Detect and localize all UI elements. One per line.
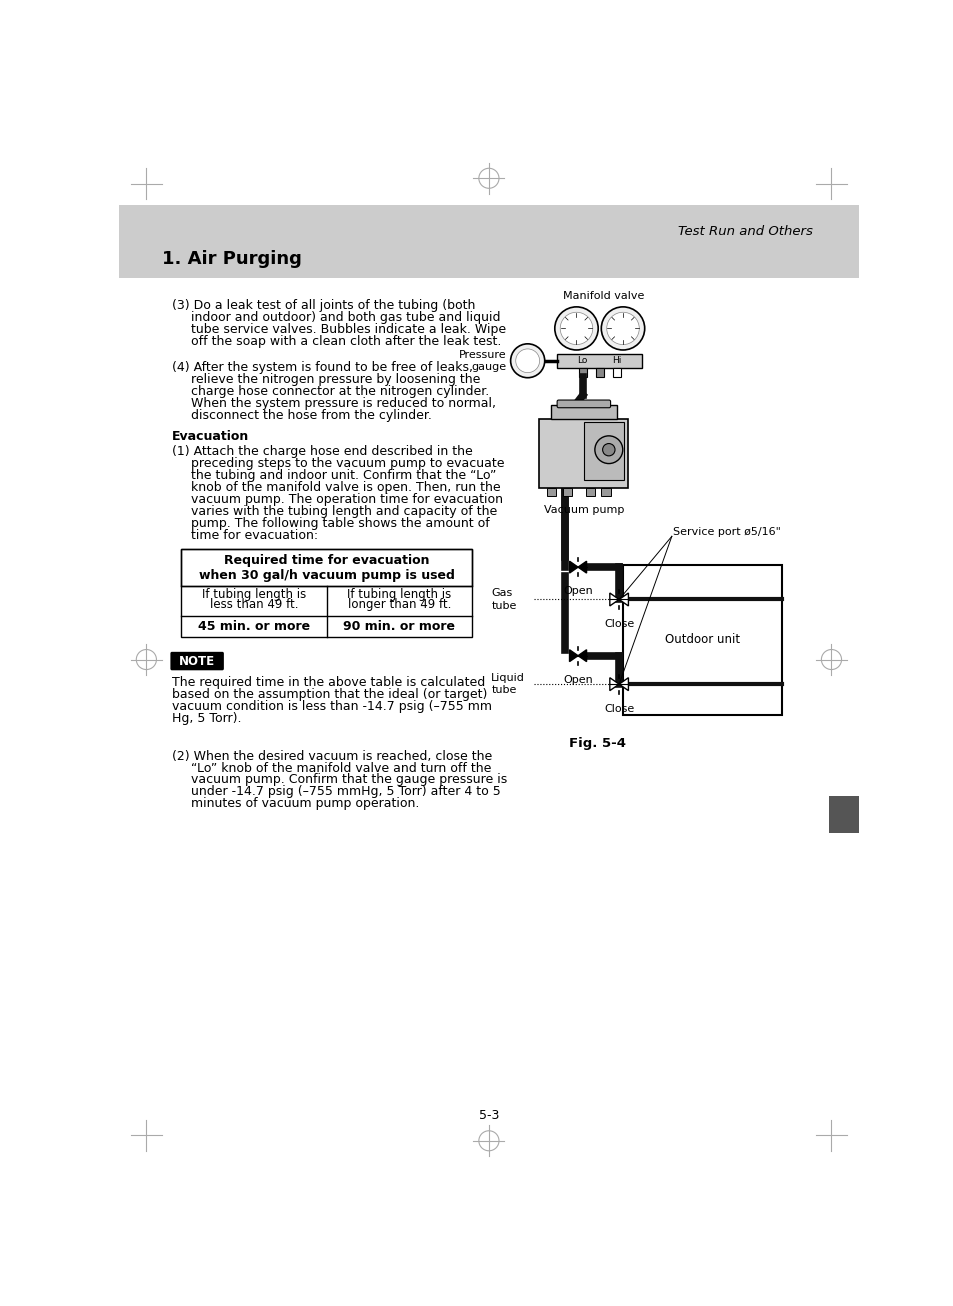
Text: varies with the tubing length and capacity of the: varies with the tubing length and capaci… [191,505,497,518]
Bar [119,205,858,278]
Text: If tubing length is: If tubing length is [347,588,451,601]
Circle shape [602,444,615,456]
Text: tube: tube [491,601,517,611]
Text: tube: tube [491,686,517,695]
Text: 45 min. or more: 45 min. or more [197,620,310,633]
Text: off the soap with a clean cloth after the leak test.: off the soap with a clean cloth after th… [191,334,500,347]
Bar [557,354,641,368]
Text: Open: Open [562,586,593,597]
Bar [578,368,586,377]
Bar [583,422,623,481]
Text: Outdoor unit: Outdoor unit [664,633,740,646]
Text: (4) After the system is found to be free of leaks,: (4) After the system is found to be free… [172,360,473,374]
Text: pump. The following table shows the amount of: pump. The following table shows the amou… [191,517,489,530]
Text: knob of the manifold valve is open. Then, run the: knob of the manifold valve is open. Then… [191,482,499,494]
Bar [181,550,472,586]
Circle shape [600,307,644,350]
Bar [181,550,472,637]
Bar [585,488,595,495]
Text: (1) Attach the charge hose end described in the: (1) Attach the charge hose end described… [172,445,472,458]
Text: Required time for evacuation: Required time for evacuation [224,554,429,567]
Text: vacuum pump. Confirm that the gauge pressure is: vacuum pump. Confirm that the gauge pres… [191,773,506,786]
Text: charge hose connector at the nitrogen cylinder.: charge hose connector at the nitrogen cy… [191,385,488,397]
Text: Hg, 5 Torr).: Hg, 5 Torr). [172,712,241,725]
FancyBboxPatch shape [557,400,610,407]
Text: gauge: gauge [471,362,506,372]
Bar [622,564,781,714]
Polygon shape [618,593,628,606]
Text: Liquid: Liquid [491,673,524,683]
FancyBboxPatch shape [171,652,224,670]
Bar [828,795,858,833]
Text: If tubing length is: If tubing length is [202,588,306,601]
Text: Close: Close [603,704,634,714]
Bar [600,488,610,495]
Bar [181,550,472,586]
Polygon shape [569,562,578,573]
Text: under -14.7 psig (–755 mmHg, 5 Torr) after 4 to 5: under -14.7 psig (–755 mmHg, 5 Torr) aft… [191,785,499,798]
Circle shape [516,349,539,372]
Text: NOTE: NOTE [178,654,214,667]
Text: longer than 49 ft.: longer than 49 ft. [347,598,451,611]
Bar [612,368,620,377]
Polygon shape [609,678,618,691]
Text: Test Run and Others: Test Run and Others [678,225,812,238]
Text: When the system pressure is reduced to normal,: When the system pressure is reduced to n… [191,397,495,410]
Text: (2) When the desired vacuum is reached, close the: (2) When the desired vacuum is reached, … [172,750,492,763]
Text: 5: 5 [833,801,853,828]
Text: time for evacuation:: time for evacuation: [191,529,317,542]
Text: less than 49 ft.: less than 49 ft. [210,598,298,611]
Text: vacuum condition is less than -14.7 psig (–755 mm: vacuum condition is less than -14.7 psig… [172,700,492,713]
Text: Gas: Gas [491,588,512,598]
Bar [546,488,556,495]
Text: Pressure: Pressure [458,350,506,359]
Text: Manifold valve: Manifold valve [562,291,643,300]
Polygon shape [578,562,586,573]
Bar [538,418,628,488]
Text: when 30 gal/h vacuum pump is used: when 30 gal/h vacuum pump is used [198,569,454,582]
Text: Hi: Hi [612,357,620,366]
Text: Lo: Lo [577,357,587,366]
Text: 1. Air Purging: 1. Air Purging [162,251,301,268]
Text: Evacuation: Evacuation [172,430,249,443]
Circle shape [606,312,639,345]
Circle shape [555,307,598,350]
Text: Service port ø5/16": Service port ø5/16" [673,528,781,538]
Bar [562,488,571,495]
Polygon shape [569,650,578,662]
Text: 5-3: 5-3 [478,1109,498,1122]
Text: indoor and outdoor) and both gas tube and liquid: indoor and outdoor) and both gas tube an… [191,311,499,324]
Text: preceding steps to the vacuum pump to evacuate: preceding steps to the vacuum pump to ev… [191,457,503,470]
Text: (3) Do a leak test of all joints of the tubing (both: (3) Do a leak test of all joints of the … [172,299,475,312]
Circle shape [559,312,592,345]
Text: tube service valves. Bubbles indicate a leak. Wipe: tube service valves. Bubbles indicate a … [191,323,505,336]
Polygon shape [618,678,628,691]
Text: Close: Close [603,619,634,629]
Text: relieve the nitrogen pressure by loosening the: relieve the nitrogen pressure by looseni… [191,372,479,385]
Bar [596,368,603,377]
Circle shape [510,343,544,377]
Text: “Lo” knob of the manifold valve and turn off the: “Lo” knob of the manifold valve and turn… [191,761,491,774]
Bar [550,405,617,418]
Text: disconnect the hose from the cylinder.: disconnect the hose from the cylinder. [191,409,431,422]
Text: based on the assumption that the ideal (or target): based on the assumption that the ideal (… [172,688,487,701]
Text: minutes of vacuum pump operation.: minutes of vacuum pump operation. [191,798,418,810]
Text: vacuum pump. The operation time for evacuation: vacuum pump. The operation time for evac… [191,494,502,507]
Text: 90 min. or more: 90 min. or more [343,620,455,633]
Polygon shape [609,593,618,606]
Circle shape [595,436,622,464]
Text: Fig. 5-4: Fig. 5-4 [568,737,625,750]
Polygon shape [578,650,586,662]
Text: Vacuum pump: Vacuum pump [543,504,623,515]
Text: the tubing and indoor unit. Confirm that the “Lo”: the tubing and indoor unit. Confirm that… [191,469,496,482]
Text: The required time in the above table is calculated: The required time in the above table is … [172,677,485,690]
Text: Open: Open [562,675,593,684]
